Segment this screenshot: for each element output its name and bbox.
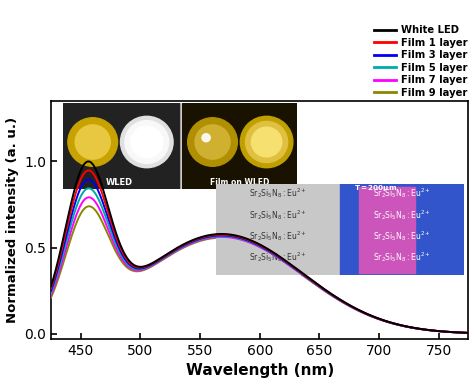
X-axis label: Wavelength (nm): Wavelength (nm) [186, 363, 334, 379]
Y-axis label: Normalized intensity (a. u.): Normalized intensity (a. u.) [6, 117, 18, 323]
Legend: White LED, Film 1 layer, Film 3 layer, Film 5 layer, Film 7 layer, Film 9 layer: White LED, Film 1 layer, Film 3 layer, F… [374, 25, 468, 98]
